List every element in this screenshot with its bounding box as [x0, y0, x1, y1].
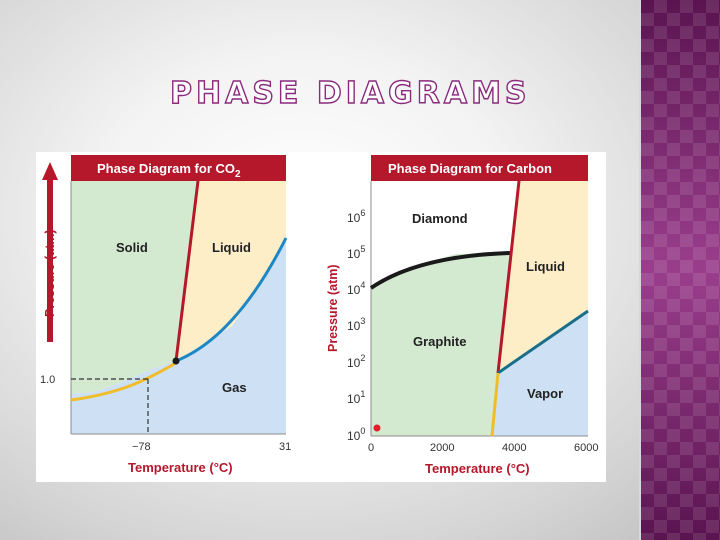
carbon-y-tick-0: 100: [347, 426, 365, 443]
co2-solid-region: [71, 181, 198, 394]
phase-diagrams-svg: Pressure (atm) Phase Diagram for CO2 Sol…: [40, 155, 598, 476]
carbon-x-tick-0: 0: [368, 442, 374, 454]
carbon-phase-diagram: Phase Diagram for Carbon Diamond Liquid …: [326, 155, 598, 476]
co2-gas-label: Gas: [222, 380, 247, 395]
co2-x-tick-minus78: −78: [132, 441, 151, 453]
carbon-graphite-label: Graphite: [413, 334, 466, 349]
co2-header-title: Phase Diagram for CO2: [97, 161, 241, 180]
co2-x-tick-31: 31: [279, 441, 291, 453]
carbon-x-tick-4000: 4000: [502, 442, 526, 454]
carbon-y-tick-5: 105: [347, 244, 365, 261]
carbon-graphite-region: [371, 253, 510, 436]
carbon-liquid-label: Liquid: [526, 259, 565, 274]
carbon-y-tick-4: 104: [347, 280, 365, 297]
phase-diagrams-figure: Pressure (atm) Phase Diagram for CO2 Sol…: [36, 152, 606, 482]
carbon-y-ticks: 100 101 102 103 104 105 106: [347, 208, 365, 443]
carbon-y-axis-label: Pressure (atm): [326, 264, 340, 352]
carbon-x-tick-2000: 2000: [430, 442, 454, 454]
carbon-diamond-graphite-curve: [369, 251, 511, 290]
carbon-x-tick-6000: 6000: [574, 442, 598, 454]
carbon-diamond-label: Diamond: [412, 211, 468, 226]
carbon-sublimation-curve: [490, 372, 500, 437]
co2-vaporization-curve: [175, 237, 288, 363]
carbon-y-tick-2: 102: [347, 353, 365, 370]
co2-solid-label: Solid: [116, 240, 148, 255]
decorative-side-strip: [641, 0, 720, 540]
carbon-x-axis-label: Temperature (°C): [425, 461, 530, 476]
co2-melting-curve: [174, 180, 200, 362]
slide-title: PHASE DIAGRAMS: [169, 75, 531, 111]
carbon-header-band: [371, 155, 588, 181]
carbon-header-title: Phase Diagram for Carbon: [388, 161, 552, 176]
side-divider: [639, 0, 641, 540]
carbon-origin-point: [373, 424, 381, 432]
carbon-vapor-region: [492, 311, 588, 436]
co2-x-axis-label: Temperature (°C): [128, 460, 233, 475]
co2-phase-diagram: Pressure (atm) Phase Diagram for CO2 Sol…: [40, 155, 291, 475]
co2-liquid-region: [176, 181, 286, 361]
co2-y-tick-1: 1.0: [40, 374, 55, 386]
carbon-y-tick-6: 106: [347, 208, 365, 225]
carbon-y-tick-3: 103: [347, 316, 365, 333]
co2-y-axis-label: Pressure (atm): [43, 229, 57, 317]
co2-triple-point: [172, 357, 180, 365]
co2-y-axis-arrow-shaft: [47, 180, 53, 342]
carbon-vaporization-curve: [497, 309, 589, 375]
co2-y-axis-arrowhead: [42, 162, 58, 180]
co2-gas-region: [71, 238, 286, 434]
co2-liquid-label: Liquid: [212, 240, 251, 255]
co2-header-band: [71, 155, 286, 181]
carbon-diamond-region: [371, 181, 519, 288]
carbon-melting-curve: [496, 180, 521, 374]
carbon-vapor-label: Vapor: [527, 386, 563, 401]
carbon-y-tick-1: 101: [347, 389, 365, 406]
